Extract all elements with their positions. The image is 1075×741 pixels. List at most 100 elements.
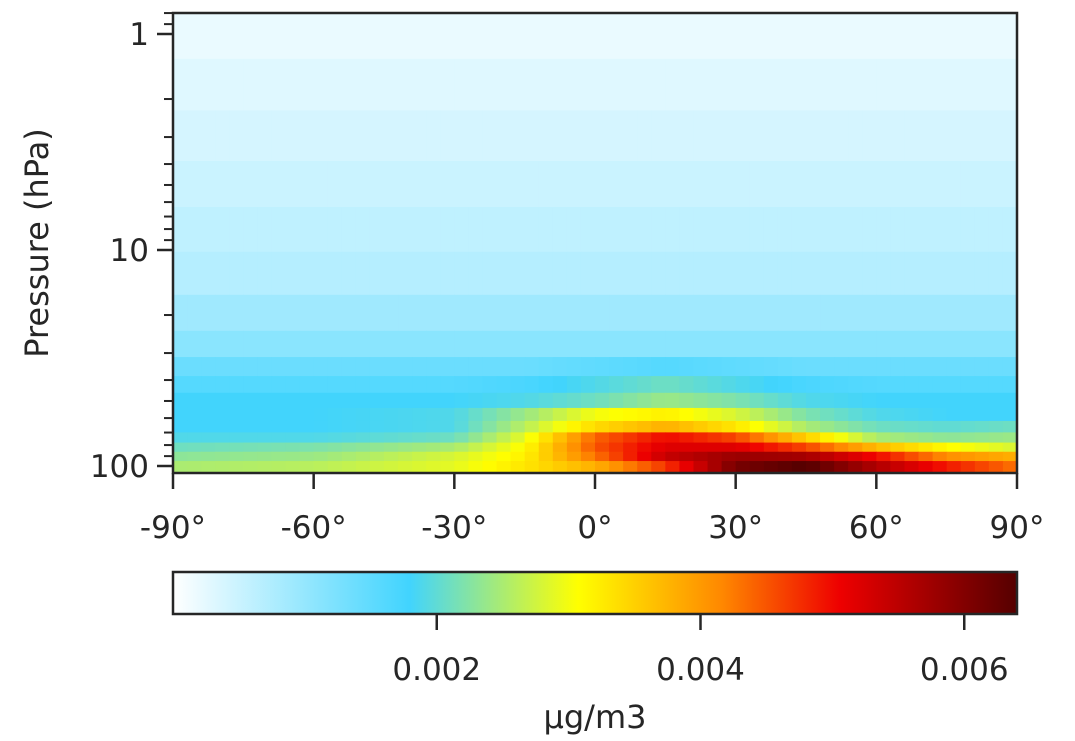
heatmap-cell [341, 461, 357, 473]
heatmap-cell [820, 376, 835, 394]
heatmap-cell [355, 330, 371, 358]
heatmap-cell [384, 392, 399, 409]
heatmap-cell [524, 207, 540, 253]
heatmap-cell [609, 392, 624, 409]
heatmap-cell [299, 13, 315, 60]
heatmap-cell [595, 407, 610, 422]
heatmap-cell [637, 207, 652, 253]
heatmap-cell [243, 376, 258, 394]
heatmap-cell [988, 432, 1004, 444]
heatmap-cell [848, 407, 863, 422]
heatmap-cell [707, 451, 723, 462]
heatmap-cell [609, 13, 624, 60]
heatmap-cell [468, 451, 484, 462]
heatmap-cell [257, 442, 273, 453]
heatmap-cell [201, 442, 216, 453]
heatmap-cell [440, 392, 455, 409]
heatmap-cell [834, 442, 849, 453]
heatmap-cell [313, 442, 329, 453]
heatmap-cell [721, 357, 737, 377]
heatmap-cell [862, 207, 877, 253]
heatmap-cell [482, 392, 498, 409]
heatmap-cell [566, 330, 582, 358]
heatmap-cell [271, 251, 287, 296]
heatmap-cell [398, 451, 413, 462]
heatmap-cell [440, 251, 455, 296]
heatmap-cell [777, 251, 793, 296]
heatmap-cell [735, 392, 751, 409]
heatmap-cell [735, 451, 751, 462]
heatmap-cell [327, 58, 343, 112]
heatmap-cell [595, 207, 610, 253]
heatmap-cell [932, 392, 948, 409]
heatmap-cell [426, 13, 441, 60]
heatmap-cell [834, 58, 849, 112]
heatmap-cell [327, 110, 343, 162]
heatmap-cell [257, 294, 273, 332]
heatmap-cell [510, 58, 526, 112]
colorbar: 0.002 0.004 0.006 µg/m3 [171, 570, 1019, 736]
colorbar-tick-label: 0.004 [656, 652, 745, 688]
heatmap-cell [834, 461, 849, 473]
heatmap-cell [201, 376, 216, 394]
heatmap-cell [482, 432, 498, 444]
heatmap-cell [609, 442, 624, 453]
heatmap-cell [623, 392, 638, 409]
heatmap-cell [904, 330, 920, 358]
heatmap-cell [777, 294, 793, 332]
heatmap-cell [665, 451, 680, 462]
heatmap-cell [721, 392, 737, 409]
heatmap-cell [510, 294, 526, 332]
heatmap-cell [496, 432, 512, 444]
heatmap-cell [412, 442, 427, 453]
heatmap-cell [369, 392, 385, 409]
heatmap-cell [848, 58, 863, 112]
heatmap-cell [454, 207, 469, 253]
heatmap-cell [707, 442, 723, 453]
heatmap-cell [679, 420, 695, 433]
heatmap-cell [707, 461, 723, 473]
heatmap-cell [918, 110, 934, 162]
heatmap-cell [215, 294, 230, 332]
heatmap-cell [229, 407, 244, 422]
heatmap-cell [960, 13, 976, 60]
x-tick-label: 30° [708, 510, 763, 546]
heatmap-cell [327, 357, 343, 377]
heatmap-cell [820, 110, 835, 162]
heatmap-cell [412, 110, 427, 162]
heatmap-cell [960, 330, 976, 358]
heatmap-cell [862, 451, 877, 462]
heatmap-cell [988, 442, 1004, 453]
heatmap-cell [440, 294, 455, 332]
heatmap-cell [763, 461, 779, 473]
heatmap-cell [791, 110, 807, 162]
heatmap-cell [946, 442, 962, 453]
heatmap-cell [665, 392, 680, 409]
heatmap-cell [299, 376, 315, 394]
heatmap-cell [974, 357, 990, 377]
heatmap-cell [820, 420, 835, 433]
heatmap-cell [412, 407, 427, 422]
heatmap-cell [580, 110, 596, 162]
heatmap-cell [566, 13, 582, 60]
heatmap-cell [285, 294, 301, 332]
heatmap-cell [384, 161, 399, 208]
heatmap-cell [623, 58, 638, 112]
heatmap-cell [215, 161, 230, 208]
heatmap-cell [791, 294, 807, 332]
heatmap-cell [482, 294, 498, 332]
heatmap-cell [918, 251, 934, 296]
heatmap-cell [679, 357, 695, 377]
heatmap-cell [1002, 461, 1017, 473]
heatmap-cell [524, 442, 540, 453]
heatmap-cell [609, 376, 624, 394]
heatmap-cell [932, 420, 948, 433]
heatmap-cell [201, 451, 216, 462]
heatmap-cell [988, 461, 1004, 473]
heatmap-cell [215, 420, 230, 433]
heatmap-cell [918, 461, 934, 473]
heatmap-cell [623, 376, 638, 394]
heatmap-cell [552, 294, 568, 332]
x-tick-label: -60° [281, 510, 347, 546]
heatmap-cell [918, 407, 934, 422]
